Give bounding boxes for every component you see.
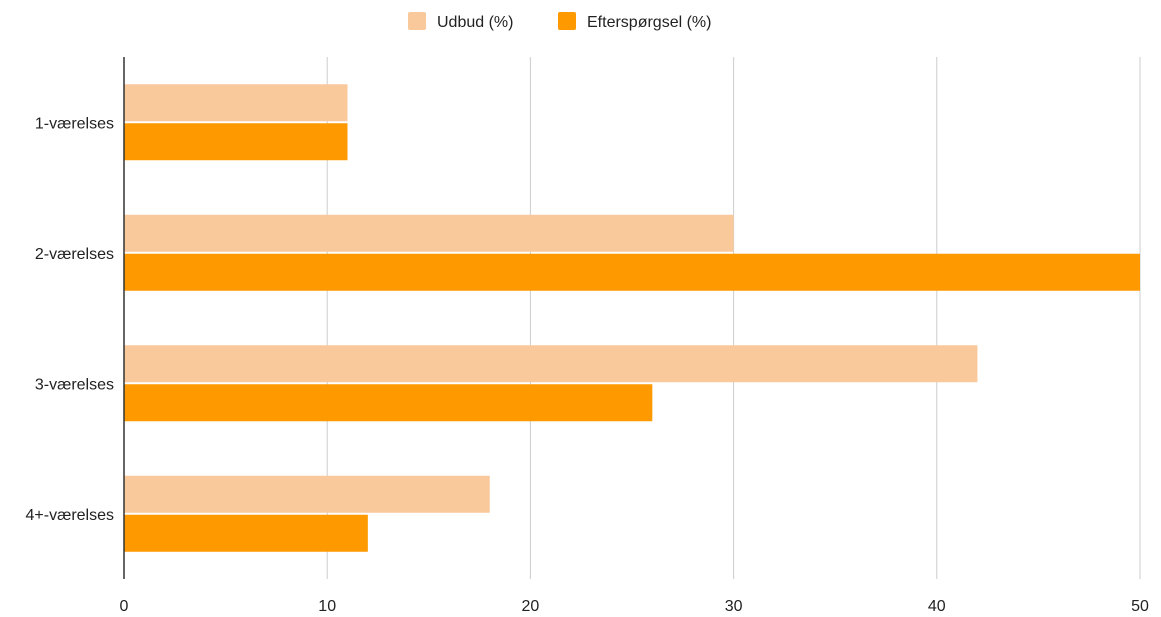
x-tick-label-10: 10 [318,598,336,615]
y-tick-label-2: 3-værelses [35,376,114,393]
bar-efterspoergsel-0 [124,123,348,161]
bar-efterspoergsel-2 [124,384,653,422]
x-tick-label-20: 20 [522,598,540,615]
legend-item-udbud: Udbud (%) [408,12,513,31]
bar-udbud-2 [124,345,978,383]
legend: Udbud (%) Efterspørgsel (%) [408,12,711,31]
x-tick-label-50: 50 [1131,598,1149,615]
y-tick-label-3: 4+-værelses [26,507,114,524]
x-tick-label-0: 0 [120,598,129,615]
legend-label-0: Udbud (%) [437,14,513,31]
y-tick-label-1: 2-værelses [35,246,114,263]
legend-swatch-0 [408,12,426,30]
bar-udbud-1 [124,214,734,252]
x-tick-label-30: 30 [725,598,743,615]
bar-efterspoergsel-3 [124,514,368,552]
bar-udbud-3 [124,475,490,513]
bars [124,84,1140,552]
y-tick-label-0: 1-værelses [35,115,114,132]
legend-item-efterspoergsel: Efterspørgsel (%) [558,12,711,31]
bar-udbud-0 [124,84,348,122]
legend-label-1: Efterspørgsel (%) [587,14,711,31]
x-tick-label-40: 40 [928,598,946,615]
legend-swatch-1 [558,12,576,30]
axes: 0 10 20 30 40 50 1-værelses 2-værelses 3-værelse… [26,57,1149,615]
bar-efterspoergsel-1 [124,253,1140,291]
